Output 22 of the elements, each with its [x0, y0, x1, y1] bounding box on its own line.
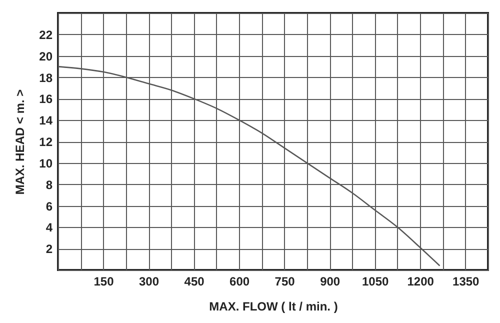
y-tick-label: 18	[39, 70, 53, 85]
x-tick-label: 1200	[407, 274, 434, 288]
y-tick-label: 22	[39, 28, 53, 42]
x-tick-label: 150	[94, 274, 114, 288]
x-tick-label: 300	[139, 274, 160, 288]
y-tick-label: 6	[46, 199, 53, 214]
y-tick-label: 14	[39, 114, 53, 128]
x-tick-label: 450	[184, 274, 205, 288]
x-tick-label: 1350	[452, 274, 480, 288]
x-tick-label: 1050	[362, 274, 390, 288]
x-axis-title: MAX. FLOW ( lt / min. )	[209, 300, 338, 314]
y-tick-label: 12	[39, 135, 53, 149]
x-tick-label: 600	[230, 274, 250, 288]
y-tick-label: 2	[46, 242, 53, 256]
x-tick-label: 750	[274, 274, 296, 288]
x-tick-label: 900	[320, 274, 340, 288]
y-tick-label: 10	[39, 156, 53, 170]
y-tick-label: 16	[39, 92, 53, 106]
y-tick-label: 8	[46, 178, 53, 192]
y-axis-title: MAX. HEAD < m. >	[13, 89, 28, 195]
y-tick-label: 20	[39, 49, 53, 64]
y-tick-label: 4	[46, 220, 53, 235]
